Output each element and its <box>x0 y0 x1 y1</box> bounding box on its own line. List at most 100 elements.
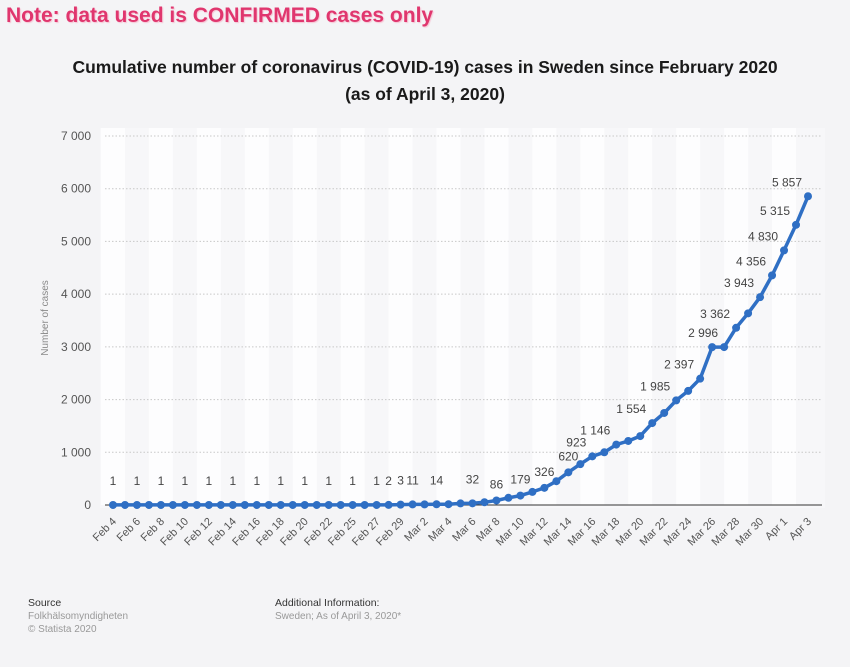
data-label: 1 985 <box>640 379 670 393</box>
data-point <box>732 323 741 332</box>
data-point <box>312 500 321 509</box>
data-label: 326 <box>534 465 554 479</box>
data-point <box>600 448 609 457</box>
data-label: 1 <box>229 474 236 488</box>
source-name[interactable]: Folkhälsomyndigheten <box>28 611 129 622</box>
data-label: 5 857 <box>772 175 802 189</box>
data-point <box>780 246 789 255</box>
data-point <box>192 500 201 509</box>
data-label: 1 <box>301 474 308 488</box>
data-point <box>456 499 465 508</box>
data-label: 2 397 <box>664 358 694 372</box>
data-point <box>624 436 633 445</box>
x-tick-label: Apr 3 <box>787 516 814 543</box>
band <box>532 128 557 505</box>
copyright: © Statista 2020 <box>28 624 97 635</box>
data-point <box>588 452 597 461</box>
data-point <box>744 309 753 318</box>
data-point <box>444 500 453 509</box>
data-point <box>492 496 501 505</box>
data-label: 1 <box>373 474 380 488</box>
data-point <box>468 499 477 508</box>
data-label: 1 <box>253 474 260 488</box>
data-point <box>264 500 273 509</box>
data-label: 1 <box>349 474 356 488</box>
series-points <box>109 192 812 509</box>
data-label: 923 <box>566 435 586 449</box>
data-label: 1 <box>110 474 117 488</box>
source-block: Source Folkhälsomyndigheten © Statista 2… <box>28 597 128 636</box>
x-tick-label: Mar 6 <box>450 516 478 544</box>
chart-title-line1: Cumulative number of coronavirus (COVID-… <box>72 57 778 77</box>
additional-info-block: Additional Information: Sweden; As of Ap… <box>275 597 401 623</box>
y-axis-label: Number of cases <box>40 280 51 356</box>
y-tick-label: 7 000 <box>61 129 91 143</box>
band <box>292 128 317 505</box>
data-point <box>348 500 357 509</box>
data-label: 32 <box>466 472 480 486</box>
data-label: 1 <box>182 474 189 488</box>
data-point <box>420 500 429 509</box>
data-point <box>768 271 777 280</box>
data-point <box>576 460 585 469</box>
y-tick-label: 3 000 <box>61 340 91 354</box>
data-label: 4 356 <box>736 254 766 268</box>
data-label: 620 <box>558 449 578 463</box>
data-label: 1 <box>158 474 165 488</box>
data-point <box>288 500 297 509</box>
data-point <box>228 500 237 509</box>
data-label: 2 996 <box>688 326 718 340</box>
data-label: 1 <box>206 474 213 488</box>
data-point <box>528 487 537 496</box>
band <box>148 128 173 505</box>
data-label: 1 <box>134 474 141 488</box>
data-point <box>396 500 405 509</box>
additional-info-heading: Additional Information: <box>275 597 380 609</box>
data-point <box>120 500 129 509</box>
data-point <box>109 500 117 509</box>
chart-title: Cumulative number of coronavirus (COVID-… <box>0 54 850 108</box>
data-point <box>408 500 417 509</box>
data-point <box>324 500 333 509</box>
data-point <box>708 343 717 352</box>
data-point <box>516 491 525 500</box>
data-label: 3 <box>397 474 404 488</box>
data-label: 1 146 <box>580 424 610 438</box>
band <box>772 128 797 505</box>
data-label: 86 <box>490 477 504 491</box>
data-point <box>360 500 369 509</box>
y-tick-label: 1 000 <box>61 445 91 459</box>
data-point <box>480 498 489 507</box>
band <box>628 128 653 505</box>
band <box>388 128 413 505</box>
data-point <box>672 396 681 405</box>
data-point <box>168 500 177 509</box>
y-tick-label: 5 000 <box>61 234 91 248</box>
y-tick-label: 6 000 <box>61 182 91 196</box>
data-label: 14 <box>430 473 444 487</box>
data-point <box>720 343 729 352</box>
data-label: 1 554 <box>616 402 646 416</box>
band <box>580 128 605 505</box>
data-point <box>552 477 561 486</box>
band <box>101 128 125 505</box>
data-point <box>804 192 812 201</box>
data-point <box>792 220 801 229</box>
data-point <box>204 500 213 509</box>
data-label: 1 <box>325 474 332 488</box>
data-point <box>216 500 225 509</box>
data-point <box>756 293 765 302</box>
source-heading: Source <box>28 597 62 609</box>
chart-title-line2: (as of April 3, 2020) <box>345 84 505 104</box>
y-tick-label: 4 000 <box>61 287 91 301</box>
data-point <box>144 500 153 509</box>
data-point <box>540 483 549 492</box>
data-point <box>180 500 189 509</box>
data-point <box>696 374 705 383</box>
data-label: 11 <box>406 473 419 487</box>
data-label: 179 <box>510 473 530 487</box>
x-tick-label: Apr 1 <box>763 516 790 543</box>
data-point <box>300 500 309 509</box>
